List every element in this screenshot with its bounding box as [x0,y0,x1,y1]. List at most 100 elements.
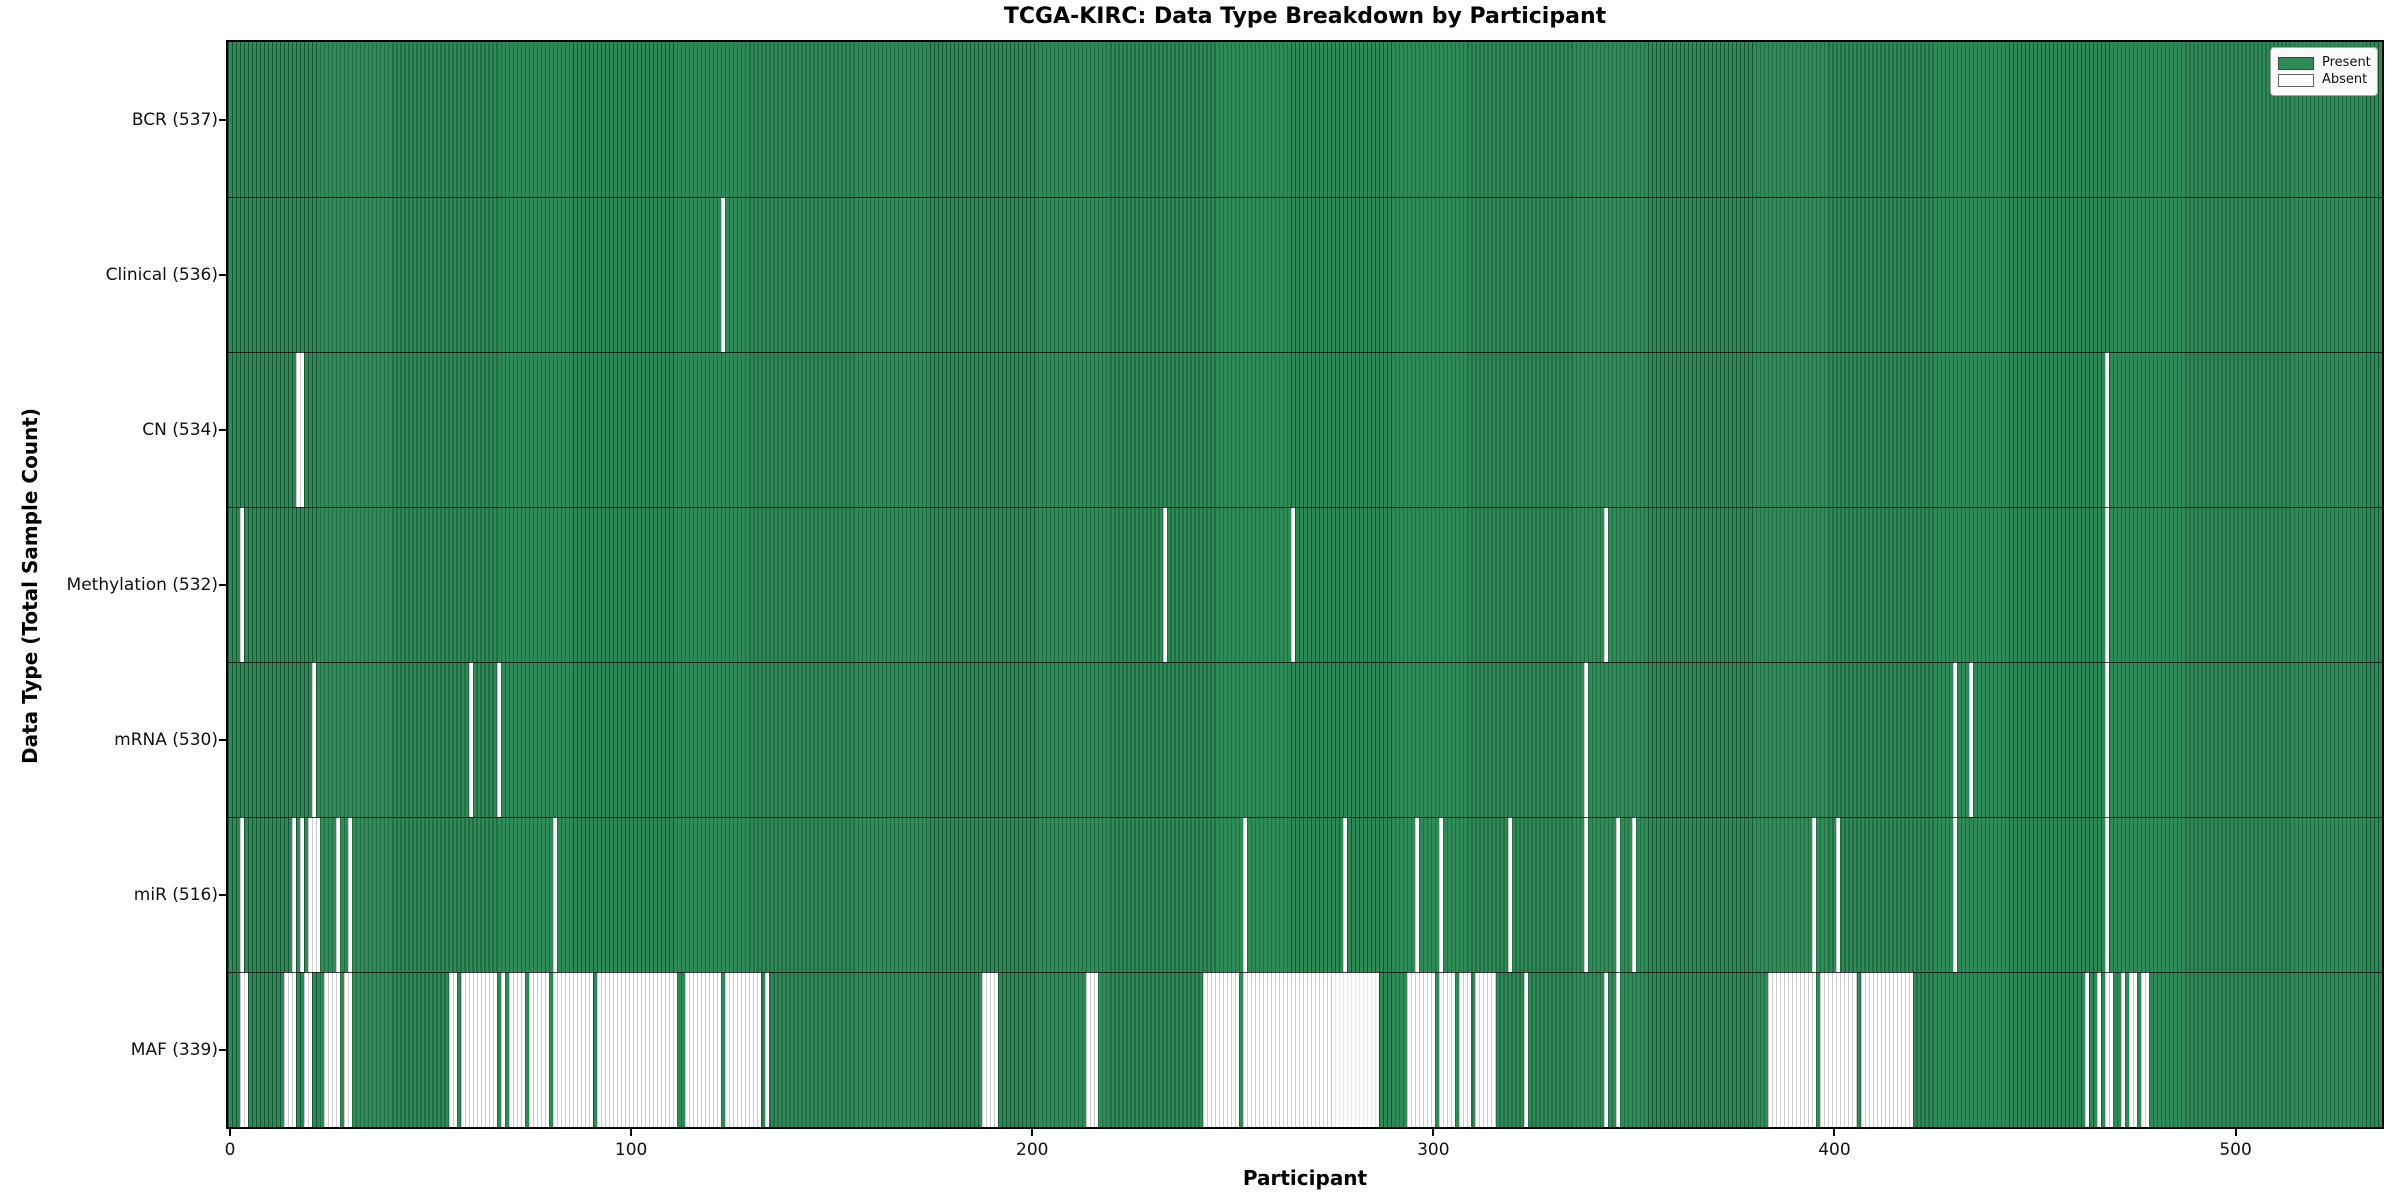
y-tick-mark [219,583,228,586]
absent-mark [552,817,557,972]
absent-mark [312,662,317,817]
heatmap-row-mir [228,817,2382,972]
chart-title: TCGA-KIRC: Data Type Breakdown by Partic… [1003,4,1607,29]
absent-mark [308,817,321,972]
absent-mark [336,817,341,972]
absent-mark [284,972,297,1127]
absent-mark [1290,507,1295,662]
absent-mark [1860,972,1913,1127]
absent-mark [240,817,245,972]
plot-area [226,40,2384,1129]
absent-mark [528,972,549,1127]
absent-mark [2105,352,2110,507]
absent-mark [685,972,722,1127]
absent-mark [2085,972,2090,1127]
absent-mark [304,972,313,1127]
absent-mark [597,972,678,1127]
absent-mark [324,972,341,1127]
absent-mark [1459,972,1472,1127]
absent-mark [1507,817,1512,972]
absent-mark [2105,507,2110,662]
absent-mark [1343,817,1348,972]
absent-mark [1439,972,1456,1127]
y-tick-label-cn: CN (534) [142,419,218,440]
absent-mark [500,972,505,1127]
absent-mark [1202,972,1239,1127]
x-axis-label: Participant [1242,1166,1368,1190]
legend-item-absent: Absent [2278,73,2369,87]
x-tick-mark [229,1127,231,1136]
absent-mark [448,972,457,1127]
absent-mark [1603,507,1608,662]
absent-mark [1086,972,1099,1127]
y-tick-label-methylation: Methylation (532) [66,574,218,595]
x-tick-mark [1432,1127,1435,1136]
heatmap-row-cn [228,352,2382,507]
heatmap-row-mrna [228,662,2382,817]
absent-mark [344,972,353,1127]
absent-mark [1603,972,1608,1127]
y-tick-label-bcr: BCR (537) [131,109,218,130]
heatmap-row-clinical [228,197,2382,352]
x-tick-label-300: 300 [1417,1140,1450,1160]
absent-mark [1162,507,1167,662]
absent-mark [2121,972,2126,1127]
absent-mark [296,352,305,507]
x-tick-mark [1833,1127,1836,1136]
absent-mark [292,817,297,972]
y-tick-mark [219,428,228,431]
x-tick-mark [2234,1127,2237,1136]
absent-mark [1475,972,1496,1127]
heatmap-row-maf [228,972,2382,1127]
x-tick-mark [630,1127,633,1136]
y-tick-label-clinical: Clinical (536) [105,264,218,285]
absent-mark [460,972,497,1127]
absent-mark [1415,817,1420,972]
legend-label-present: Present [2322,55,2371,70]
absent-mark [982,972,999,1127]
x-tick-mark [1031,1127,1034,1136]
absent-mark [2105,972,2114,1127]
y-tick-label-mrna: mRNA (530) [114,729,218,750]
y-tick-mark [219,738,228,741]
row-separator [228,972,2382,973]
legend-swatch-absent-icon [2278,73,2314,87]
absent-mark [1583,662,1588,817]
absent-mark [1836,817,1841,972]
legend: Present Absent [2270,47,2378,96]
y-tick-mark [219,273,228,276]
absent-mark [1820,972,1857,1127]
row-separator [228,197,2382,198]
heatmap-row-bcr [228,42,2382,197]
absent-mark [1439,817,1444,972]
absent-mark [508,972,525,1127]
legend-item-present: Present [2278,55,2371,70]
y-tick-mark [219,118,228,121]
absent-mark [468,662,473,817]
absent-mark [1968,662,1973,817]
y-tick-label-mir: miR (516) [133,884,218,905]
absent-mark [2141,972,2150,1127]
absent-mark [1523,972,1528,1127]
legend-swatch-present-icon [2278,56,2314,70]
row-separator [228,662,2382,663]
row-separator [228,352,2382,353]
row-separator [228,507,2382,508]
x-tick-label-400: 400 [1818,1140,1851,1160]
y-tick-mark [219,1048,228,1051]
absent-mark [721,197,726,352]
absent-mark [1615,972,1620,1127]
absent-mark [1407,972,1436,1127]
absent-mark [2105,662,2110,817]
absent-mark [1615,817,1620,972]
absent-mark [348,817,353,972]
heatmap-row-methylation [228,507,2382,662]
absent-mark [1242,817,1247,972]
absent-mark [725,972,762,1127]
absent-mark [552,972,593,1127]
absent-mark [765,972,770,1127]
absent-mark [2129,972,2138,1127]
absent-mark [1631,817,1636,972]
absent-mark [240,507,245,662]
